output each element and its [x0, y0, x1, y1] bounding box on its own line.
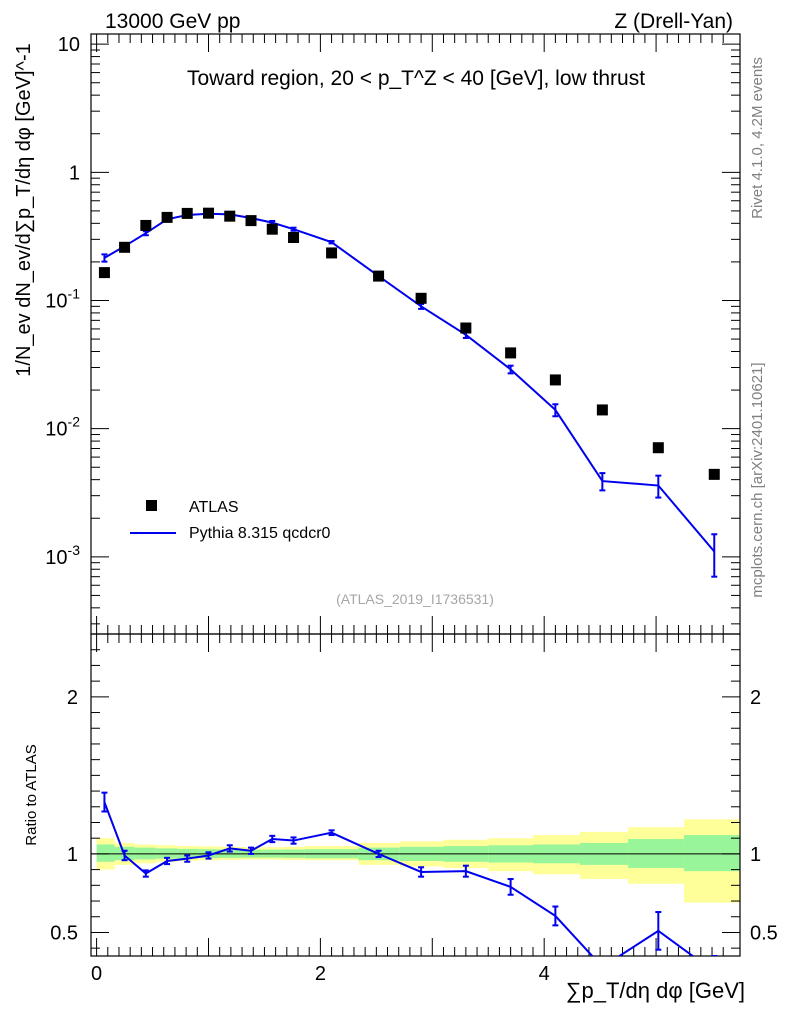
atlas-point — [202, 207, 214, 219]
atlas-point — [373, 270, 385, 282]
ratio-band-inner — [684, 835, 740, 872]
atlas-series-main — [98, 207, 720, 480]
atlas-point — [161, 211, 173, 223]
main-y-tick-label: 10-2 — [45, 414, 80, 441]
ratio-y-tick-label: 2 — [67, 687, 78, 709]
ratio-y-tick-label-right: 0.5 — [750, 922, 778, 944]
ratio-y-tick-label: 0.5 — [50, 922, 78, 944]
mc-series-main — [101, 211, 718, 578]
atlas-point — [224, 210, 236, 222]
x-tick-label: 4 — [539, 963, 550, 985]
mc-series-ratio — [101, 791, 718, 956]
ratio-y-tick-label-right: 2 — [750, 687, 761, 709]
ratio-band-inner — [96, 844, 115, 862]
main-panel-frame — [90, 33, 741, 635]
atlas-point — [596, 404, 608, 416]
atlas-point — [708, 468, 720, 480]
main-y-tick-label: 10-1 — [45, 285, 80, 312]
x-tick-label: 0 — [91, 963, 102, 985]
mcplots-label: mcplots.cern.ch [arXiv:2401.10621] — [749, 362, 766, 597]
x-tick-label: 2 — [315, 963, 326, 985]
ratio-uncertainty-bands — [96, 819, 740, 903]
header-left-label: 13000 GeV pp — [105, 10, 240, 33]
atlas-point — [652, 442, 664, 454]
legend: ATLAS Pythia 8.315 qcdcr0 — [130, 499, 331, 542]
rivet-label: Rivet 4.1.0, 4.2M events — [749, 57, 766, 219]
atlas-point — [288, 232, 300, 244]
legend-mc-label: Pythia 8.315 qcdcr0 — [189, 525, 331, 542]
header-right-label: Z (Drell-Yan) — [614, 10, 733, 33]
axis-tick-labels: 10-3 10-2 10-1 1 10 0 2 4 0.5 0.5 1 1 2 2 — [45, 34, 778, 985]
ratio-line — [103, 801, 695, 956]
atlas-point — [181, 207, 193, 219]
axis-ticks — [91, 34, 740, 956]
main-y-tick-label: 10 — [58, 34, 80, 56]
ratio-y-axis-label: Ratio to ATLAS — [23, 744, 40, 845]
legend-atlas-label: ATLAS — [189, 499, 239, 516]
ratio-y-tick-label: 1 — [67, 844, 78, 866]
ratio-y-tick-label-right: 1 — [750, 844, 761, 866]
x-axis-label: ∑p_T/dη dφ [GeV] — [566, 978, 745, 1003]
atlas-point — [505, 347, 517, 359]
atlas-point — [460, 322, 472, 334]
main-y-axis-label: 1/N_ev dN_ev/d∑p_T/dη dφ [GeV]^-1 — [13, 43, 35, 376]
atlas-point — [415, 292, 427, 304]
atlas-point — [119, 241, 131, 253]
ratio-panel-frame — [90, 633, 741, 957]
atlas-point — [549, 374, 561, 386]
legend-atlas-marker — [146, 500, 157, 511]
atlas-point — [98, 267, 110, 279]
atlas-point — [140, 219, 152, 231]
main-y-tick-label: 1 — [69, 162, 80, 184]
main-y-tick-label: 10-3 — [45, 542, 80, 569]
atlas-point — [245, 215, 257, 227]
plot-title: Toward region, 20 < p_T^Z < 40 [GeV], lo… — [187, 67, 645, 90]
atlas-point — [326, 247, 338, 259]
analysis-watermark: (ATLAS_2019_I1736531) — [336, 591, 494, 607]
atlas-point — [266, 223, 278, 235]
